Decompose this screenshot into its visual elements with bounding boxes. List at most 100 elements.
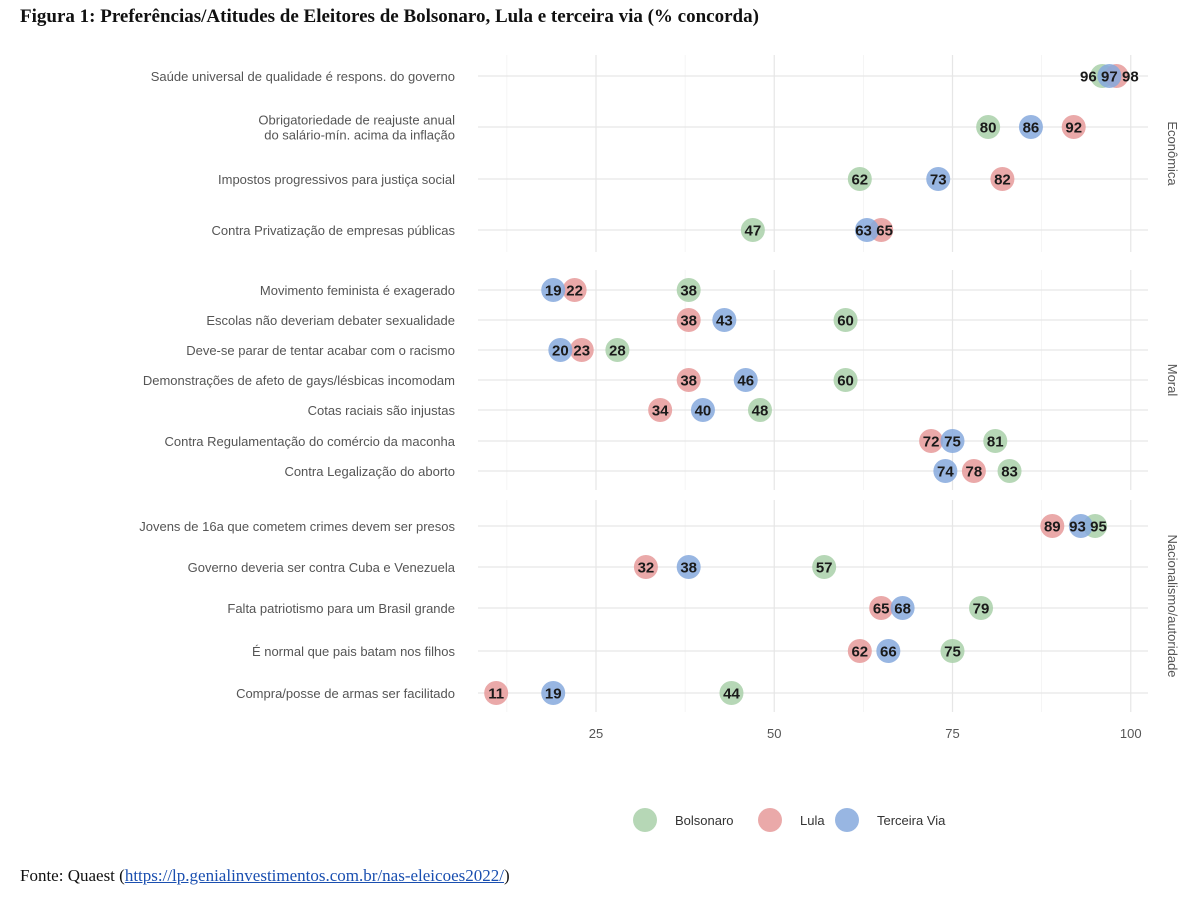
data-label: 80 (980, 120, 997, 137)
data-label: 65 (873, 601, 890, 618)
data-point-lula (990, 167, 1015, 191)
data-point-terceira-via (854, 218, 879, 242)
row-label: Contra Legalização do aborto (284, 464, 455, 479)
data-label: 79 (973, 601, 990, 618)
data-label: 34 (652, 403, 669, 420)
data-label: 75 (944, 434, 961, 451)
data-label: 98 (1122, 69, 1139, 86)
data-label: 38 (680, 373, 697, 390)
data-point-terceira-via (890, 596, 915, 620)
data-label: 81 (987, 434, 1004, 451)
data-label: 28 (609, 343, 626, 360)
source-note: Fonte: Quaest (https://lp.genialinvestim… (20, 866, 510, 886)
data-label: 92 (1065, 120, 1082, 137)
x-tick-label: 100 (1120, 726, 1142, 741)
row-label: do salário-mín. acima da inflação (264, 128, 455, 143)
row-label: Movimento feminista é exagerado (260, 283, 455, 298)
data-label: 57 (816, 560, 833, 577)
data-point-terceira-via (548, 338, 573, 362)
data-point-bolsonaro (983, 429, 1008, 453)
data-point-terceira-via (676, 555, 701, 579)
data-point-terceira-via (1018, 115, 1043, 139)
data-point-terceira-via (1097, 64, 1122, 88)
data-label: 47 (745, 223, 762, 240)
data-label: 22 (566, 283, 583, 300)
data-label: 97 (1101, 69, 1118, 86)
source-link[interactable]: https://lp.genialinvestimentos.com.br/na… (124, 866, 504, 885)
data-point-bolsonaro (833, 308, 858, 332)
data-label: 73 (930, 172, 947, 189)
row-label: Jovens de 16a que cometem crimes devem s… (139, 519, 455, 534)
x-tick-label: 75 (945, 726, 959, 741)
data-label: 60 (837, 373, 854, 390)
data-label: 20 (552, 343, 569, 360)
data-label: 68 (894, 601, 911, 618)
data-label: 74 (937, 464, 954, 481)
data-point-bolsonaro (740, 218, 765, 242)
data-point-bolsonaro (719, 681, 744, 705)
data-label: 38 (680, 283, 697, 300)
data-label: 65 (876, 223, 893, 240)
data-label: 72 (923, 434, 940, 451)
data-point-lula (961, 459, 986, 483)
data-label: 43 (716, 313, 733, 330)
legend-label: Terceira Via (877, 813, 946, 828)
data-label: 78 (966, 464, 983, 481)
data-label: 62 (851, 172, 868, 189)
data-point-lula (1040, 514, 1065, 538)
data-label: 60 (837, 313, 854, 330)
legend-swatch-terceira-via (835, 808, 859, 832)
data-point-bolsonaro (969, 596, 994, 620)
data-point-terceira-via (712, 308, 737, 332)
data-point-terceira-via (733, 368, 758, 392)
data-label: 63 (855, 223, 872, 240)
facet-label: Econômica (1165, 121, 1180, 186)
data-label: 93 (1069, 519, 1086, 536)
data-point-terceira-via (1068, 514, 1093, 538)
data-label: 75 (944, 644, 961, 661)
x-tick-label: 25 (589, 726, 603, 741)
data-point-bolsonaro (833, 368, 858, 392)
data-point-terceira-via (541, 681, 566, 705)
data-label: 23 (573, 343, 590, 360)
row-label: Governo deveria ser contra Cuba e Venezu… (188, 560, 456, 575)
row-label: Falta patriotismo para um Brasil grande (227, 601, 455, 616)
data-point-terceira-via (933, 459, 958, 483)
row-label: É normal que pais batam nos filhos (252, 644, 456, 659)
data-label: 89 (1044, 519, 1061, 536)
legend-swatch-bolsonaro (633, 808, 657, 832)
data-label: 32 (638, 560, 655, 577)
facet-label: Nacionalismo/autoridade (1165, 534, 1180, 677)
data-point-bolsonaro (940, 639, 965, 663)
row-label: Saúde universal de qualidade é respons. … (151, 69, 455, 84)
data-label: 38 (680, 313, 697, 330)
data-point-lula (569, 338, 594, 362)
data-label: 48 (752, 403, 769, 420)
figure-title: Figura 1: Preferências/Atitudes de Eleit… (20, 6, 759, 27)
row-label: Cotas raciais são injustas (308, 403, 456, 418)
data-point-lula (847, 639, 872, 663)
data-point-lula (676, 308, 701, 332)
data-label: 62 (851, 644, 868, 661)
data-point-lula (648, 398, 673, 422)
row-label: Escolas não deveriam debater sexualidade (206, 313, 455, 328)
row-label: Impostos progressivos para justiça socia… (218, 172, 455, 187)
x-tick-label: 50 (767, 726, 781, 741)
legend-label: Lula (800, 813, 825, 828)
data-point-bolsonaro (747, 398, 772, 422)
data-point-lula (919, 429, 944, 453)
legend-label: Bolsonaro (675, 813, 734, 828)
source-suffix: ) (503, 866, 510, 885)
data-point-bolsonaro (676, 278, 701, 302)
data-point-lula (869, 596, 894, 620)
data-point-bolsonaro (997, 459, 1022, 483)
data-point-terceira-via (690, 398, 715, 422)
row-label: Demonstrações de afeto de gays/lésbicas … (143, 373, 455, 388)
row-label: Obrigatoriedade de reajuste anual (258, 113, 455, 128)
data-label: 44 (723, 686, 740, 703)
data-label: 66 (880, 644, 897, 661)
data-point-terceira-via (541, 278, 566, 302)
facet-label: Moral (1165, 364, 1180, 397)
data-point-bolsonaro (847, 167, 872, 191)
